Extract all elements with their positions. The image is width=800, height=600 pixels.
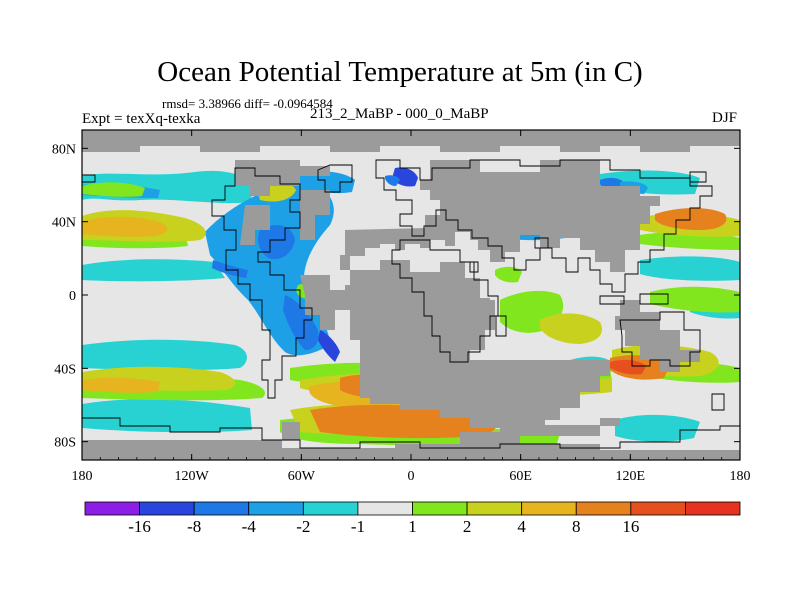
contour-blue-arctic-edge [385, 175, 400, 186]
season-label: DJF [712, 110, 738, 126]
plot-title: Ocean Potential Temperature at 5m (in C) [157, 56, 643, 88]
comparison-label: 213_2_MaBP - 000_0_MaBP [310, 106, 489, 122]
colorbar-swatch [84, 501, 140, 516]
lat-tick-label: 40N [52, 216, 76, 231]
colorbar-swatch [685, 501, 741, 516]
colorbar-swatch [630, 501, 686, 516]
colorbar-label: 2 [463, 517, 472, 536]
lat-tick-label: 40S [54, 362, 76, 377]
colorbar-label: 4 [517, 517, 526, 536]
lat-tick-label: 80N [52, 142, 76, 157]
lon-tick-label: 120E [616, 469, 646, 484]
contour-cyan-east-pacific [640, 256, 740, 281]
contour-green-arabian [495, 266, 522, 283]
contour-cyan-southern-indian [615, 414, 700, 442]
contour-red-australia [610, 359, 646, 375]
colorbar-swatch [466, 501, 523, 516]
contour-green-subarctic [82, 182, 145, 197]
colorbar-swatch [193, 501, 250, 516]
colorbar-swatch [139, 501, 195, 516]
contour-orange-north-pacific [82, 216, 168, 237]
colorbar-swatch [248, 501, 304, 516]
colorbar-label: -2 [296, 517, 310, 536]
modern-coastlines [82, 159, 740, 449]
contour-cyan-southern-pacific [82, 399, 252, 433]
rmsd-diff-stats: rmsd= 3.38966 diff= -0.0964584 [162, 96, 333, 111]
colorbar-label: 8 [572, 517, 581, 536]
contour-green-east-pacific [650, 286, 740, 313]
colorbar-label: -16 [128, 517, 151, 536]
colorbar-label: -4 [242, 517, 257, 536]
colorbar-swatch [575, 501, 632, 516]
map-field [82, 130, 740, 460]
colorbar-swatch [521, 501, 577, 516]
contour-darkblue-south-atlantic [318, 330, 340, 362]
contour-orange-south-pacific [82, 377, 160, 393]
land-mask [82, 130, 740, 460]
contour-blue-gulf [258, 225, 295, 260]
lon-tick-label: 180 [72, 469, 93, 484]
colorbar-label: 1 [408, 517, 417, 536]
colorbar-swatch [412, 501, 468, 516]
lat-tick-label: 80S [54, 436, 76, 451]
lon-tick-label: 60W [288, 469, 316, 484]
contour-blue-south-atlantic [283, 295, 319, 350]
contour-lightblue-labrador [300, 171, 355, 194]
latitude-axis: 80N 40N 0 40S 80S [52, 142, 740, 451]
colorbar: -16 -8 -4 -2 -1 1 2 4 8 16 [84, 501, 741, 536]
contour-cyan-equatorial-pacific [82, 259, 225, 282]
colorbar-label: -1 [351, 517, 365, 536]
colorbar-label: -8 [187, 517, 201, 536]
contour-darkorange-kuroshio [655, 208, 727, 230]
colorbar-label: 16 [622, 517, 639, 536]
lat-tick-label: 0 [69, 289, 76, 304]
lon-tick-label: 120W [175, 469, 210, 484]
contour-cyan-south-pacific [82, 339, 247, 371]
colorbar-swatch [302, 501, 359, 516]
experiment-label: Expt = texXq-texka [82, 111, 201, 127]
colorbar-swatch [357, 501, 413, 516]
lon-tick-label: 180 [730, 469, 751, 484]
lon-tick-label: 60E [509, 469, 532, 484]
longitude-axis: 180 120W 60W 0 60E 120E 180 [72, 130, 751, 484]
contour-yellow-indian [540, 313, 602, 344]
contour-blue-east-pacific [212, 260, 248, 278]
lon-tick-label: 0 [408, 469, 415, 484]
